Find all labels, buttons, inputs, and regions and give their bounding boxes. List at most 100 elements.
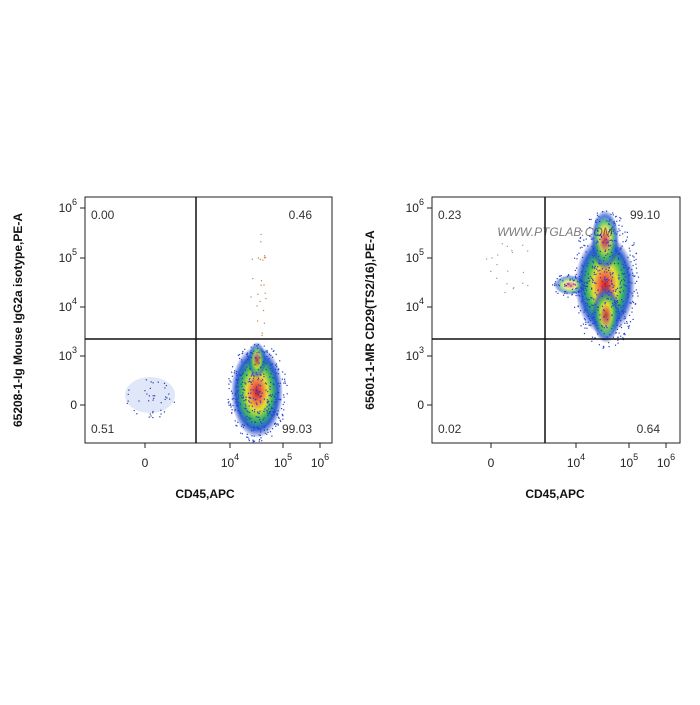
event-dot xyxy=(592,262,595,264)
event-dot xyxy=(242,370,244,372)
event-dot xyxy=(629,290,631,293)
event-dot xyxy=(275,372,277,374)
event-dot xyxy=(623,318,625,320)
event-dot xyxy=(252,440,255,442)
event-dot xyxy=(608,346,610,348)
event-dot xyxy=(256,373,258,376)
event-dot xyxy=(622,263,624,266)
event-dot xyxy=(616,301,619,303)
event-dot xyxy=(601,295,603,297)
event-dot xyxy=(617,339,619,341)
event-dot xyxy=(587,245,589,247)
event-dot xyxy=(594,337,596,339)
event-dot xyxy=(586,282,589,285)
event-dot xyxy=(611,276,614,278)
event-dot xyxy=(586,327,588,329)
event-dot xyxy=(583,239,585,241)
event-dot xyxy=(257,347,259,349)
event-dot xyxy=(255,357,257,359)
event-dot xyxy=(619,234,621,236)
event-dot xyxy=(250,375,252,377)
event-dot xyxy=(231,375,233,377)
event-dot xyxy=(250,356,252,359)
event-dot xyxy=(257,416,259,418)
event-dot xyxy=(611,314,613,316)
event-dot xyxy=(619,248,621,251)
event-dot xyxy=(263,398,266,400)
event-dot xyxy=(596,218,598,221)
event-dot xyxy=(282,403,284,406)
event-dot xyxy=(610,298,612,300)
event-dot xyxy=(607,253,609,255)
event-dot xyxy=(593,266,595,269)
event-dot xyxy=(248,418,251,420)
event-dot xyxy=(620,319,622,322)
event-dot xyxy=(586,305,588,307)
event-dot xyxy=(587,321,589,323)
event-dot xyxy=(618,274,620,276)
event-dot xyxy=(596,249,598,252)
event-dot xyxy=(611,251,613,254)
event-dot xyxy=(624,322,626,324)
event-dot xyxy=(568,274,570,277)
event-dot xyxy=(619,291,621,294)
tick-base: 10 xyxy=(567,456,581,470)
event-dot xyxy=(585,289,588,291)
event-dot xyxy=(601,326,604,328)
event-dot xyxy=(589,235,591,237)
event-dot xyxy=(168,393,170,395)
event-dot xyxy=(281,378,284,380)
event-dot xyxy=(619,283,621,285)
event-dot xyxy=(258,428,260,430)
event-dot xyxy=(270,373,272,375)
event-dot xyxy=(583,244,585,246)
event-dot xyxy=(578,252,580,254)
event-dot xyxy=(609,244,612,247)
event-dot xyxy=(596,229,599,231)
event-dot xyxy=(250,351,252,354)
event-dot xyxy=(269,394,271,396)
event-dot xyxy=(266,409,268,412)
x-axis-label: CD45,APC xyxy=(525,487,585,501)
event-dot xyxy=(614,232,616,234)
event-dot xyxy=(608,294,610,296)
event-dot xyxy=(631,307,633,309)
event-dot xyxy=(584,245,586,247)
event-dot xyxy=(628,267,630,269)
event-dot xyxy=(250,381,252,383)
event-dot xyxy=(234,370,236,372)
event-dot xyxy=(578,295,581,297)
event-dot xyxy=(244,368,246,370)
event-dot xyxy=(128,389,130,391)
event-dot xyxy=(577,280,579,283)
event-dot xyxy=(588,277,590,279)
event-dot xyxy=(582,323,585,325)
event-dot xyxy=(152,410,154,413)
event-dot xyxy=(248,397,250,399)
event-dot xyxy=(555,284,557,286)
event-dot xyxy=(634,275,636,277)
event-dot xyxy=(163,382,166,384)
event-dot xyxy=(624,273,626,275)
event-dot xyxy=(597,266,599,268)
event-dot xyxy=(592,304,594,307)
event-dot xyxy=(626,236,628,238)
event-dot xyxy=(607,244,610,246)
tick-base: 10 xyxy=(406,251,420,265)
event-dot xyxy=(275,353,277,355)
event-dot xyxy=(251,430,253,432)
event-dot xyxy=(275,363,278,365)
event-dot xyxy=(248,438,250,440)
event-dot xyxy=(501,243,503,245)
event-dot xyxy=(231,398,233,400)
event-dot xyxy=(254,364,256,366)
event-dot xyxy=(600,329,603,332)
event-dot xyxy=(584,309,586,311)
event-dot xyxy=(634,282,636,284)
event-dot xyxy=(258,362,260,364)
tick-base: 10 xyxy=(59,300,73,314)
event-dot xyxy=(621,310,624,313)
event-dot xyxy=(248,379,250,381)
event-dot xyxy=(606,281,608,283)
event-dot xyxy=(283,409,285,411)
